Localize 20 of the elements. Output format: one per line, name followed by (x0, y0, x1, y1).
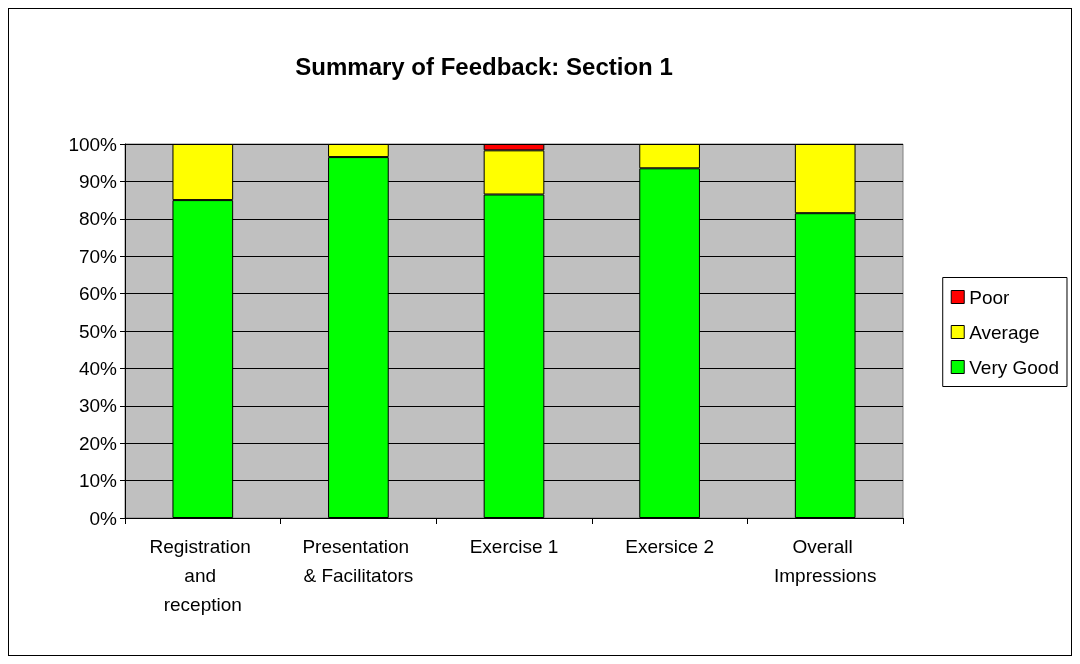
y-tick-label: 90% (78, 170, 118, 192)
y-tick-label: 50% (78, 320, 118, 342)
x-tick-label: Exersice 2 (625, 536, 714, 557)
y-tick-label: 20% (78, 432, 118, 454)
x-tick-label: Registration and reception (149, 536, 257, 615)
y-tick-label: 60% (78, 283, 118, 305)
y-tick-label: 70% (78, 245, 118, 267)
legend-label: Poor (969, 286, 1011, 308)
x-tick-label: Overall Impressions (773, 536, 877, 586)
y-tick-label: 100% (68, 133, 118, 155)
x-tick-label: Exercise 1 (469, 536, 559, 557)
y-tick-label: 10% (78, 470, 118, 492)
y-tick-label: 30% (78, 395, 118, 417)
y-tick-label: 0% (89, 507, 118, 529)
x-tick-label: Presentation & Facilitators (302, 536, 415, 586)
y-tick-label: 80% (78, 208, 118, 230)
chart-title: Summary of Feedback: Section 1 (295, 52, 673, 80)
legend-label: Average (969, 321, 1040, 343)
legend-label: Very Good (969, 356, 1059, 378)
y-tick-label: 40% (78, 357, 118, 379)
